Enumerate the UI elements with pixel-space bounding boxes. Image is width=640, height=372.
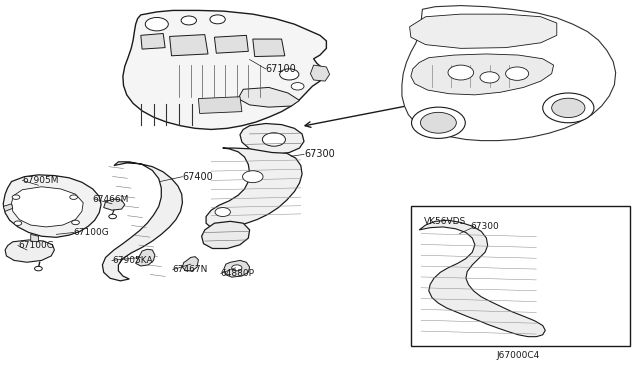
- Polygon shape: [402, 6, 616, 141]
- Text: 64880P: 64880P: [221, 269, 255, 278]
- Circle shape: [243, 171, 263, 183]
- Circle shape: [210, 15, 225, 24]
- Circle shape: [14, 221, 22, 225]
- Circle shape: [12, 195, 20, 199]
- Circle shape: [280, 69, 299, 80]
- Text: VK56VDS: VK56VDS: [424, 217, 467, 226]
- Polygon shape: [170, 35, 208, 56]
- Circle shape: [262, 133, 285, 146]
- Circle shape: [35, 266, 42, 271]
- Polygon shape: [102, 162, 182, 281]
- Polygon shape: [206, 148, 302, 229]
- Text: 67300: 67300: [470, 222, 499, 231]
- Polygon shape: [411, 54, 554, 95]
- Polygon shape: [214, 35, 248, 53]
- Polygon shape: [141, 33, 165, 49]
- Circle shape: [552, 98, 585, 118]
- Polygon shape: [136, 249, 155, 266]
- Polygon shape: [310, 65, 330, 81]
- Polygon shape: [12, 187, 83, 227]
- Polygon shape: [240, 124, 304, 154]
- Text: 67100G: 67100G: [18, 241, 54, 250]
- Polygon shape: [224, 260, 250, 277]
- Polygon shape: [31, 234, 38, 242]
- Polygon shape: [182, 257, 198, 271]
- Circle shape: [448, 65, 474, 80]
- Bar: [411, 206, 630, 346]
- Polygon shape: [198, 97, 242, 113]
- Polygon shape: [3, 204, 13, 211]
- Text: J67000C4: J67000C4: [496, 351, 540, 360]
- Circle shape: [181, 16, 196, 25]
- Polygon shape: [238, 87, 300, 107]
- Circle shape: [291, 83, 304, 90]
- Circle shape: [543, 93, 594, 123]
- Polygon shape: [202, 221, 250, 248]
- Circle shape: [480, 72, 499, 83]
- Circle shape: [145, 17, 168, 31]
- Text: 67905M: 67905M: [22, 176, 59, 185]
- Circle shape: [412, 107, 465, 138]
- Polygon shape: [253, 39, 285, 57]
- Polygon shape: [419, 220, 545, 337]
- Polygon shape: [3, 175, 101, 237]
- Circle shape: [109, 214, 116, 219]
- Text: 67467N: 67467N: [173, 265, 208, 274]
- Text: 67400: 67400: [182, 172, 213, 182]
- Circle shape: [70, 195, 77, 199]
- Text: 67905KA: 67905KA: [112, 256, 152, 265]
- Polygon shape: [123, 10, 326, 129]
- Circle shape: [506, 67, 529, 80]
- Polygon shape: [410, 14, 557, 48]
- Text: 67100: 67100: [266, 64, 296, 74]
- Polygon shape: [5, 240, 54, 262]
- Polygon shape: [104, 199, 125, 210]
- Text: 67466M: 67466M: [93, 195, 129, 203]
- Circle shape: [215, 208, 230, 217]
- Circle shape: [72, 220, 79, 225]
- Text: 67100G: 67100G: [74, 228, 109, 237]
- Circle shape: [232, 265, 242, 271]
- Circle shape: [420, 112, 456, 133]
- Text: 67300: 67300: [304, 150, 335, 159]
